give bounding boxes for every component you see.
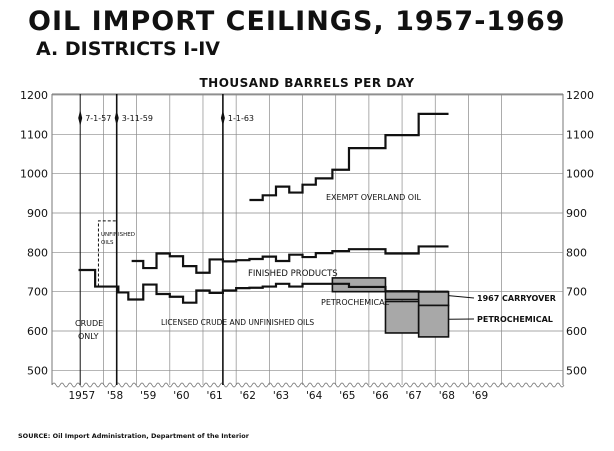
x-tick-label: '69	[472, 390, 488, 402]
shaded-carryover-1969	[417, 290, 450, 307]
shade-layer	[331, 277, 450, 338]
decree-marker-icon	[78, 110, 83, 126]
y-tick-label-right: 900	[566, 207, 587, 220]
y-tick-label-left: 1000	[20, 168, 48, 181]
annotation-unfinished-oils-2: OILS	[101, 240, 114, 246]
shaded-carryover-1968	[384, 290, 420, 301]
x-tick-label: '68	[439, 390, 455, 402]
x-tick-label: '62	[240, 390, 256, 402]
y-tick-label-left: 700	[27, 286, 48, 299]
x-tick-label: '63	[273, 390, 289, 402]
x-tick-label: '60	[173, 390, 189, 402]
annotation-unfinished-oils-1: UNFINISHED	[101, 232, 135, 238]
y-tick-label-right: 1200	[566, 89, 594, 102]
y-tick-label-right: 1000	[566, 168, 594, 181]
decree-marker-icon	[220, 110, 225, 126]
axis-break-baseline	[51, 382, 565, 388]
y-tick-label-right: 600	[566, 325, 587, 338]
x-tick-label: '66	[372, 390, 389, 402]
carryover-pointer	[448, 295, 475, 299]
annotation-layer: UNFINISHED OILS EXEMPT OVERLAND OIL FINI…	[75, 193, 556, 341]
y-tick-label-left: 800	[27, 246, 48, 259]
y-axis-label: THOUSAND BARRELS PER DAY	[199, 76, 415, 90]
series-unfinished-dashed	[97, 220, 118, 287]
y-tick-label-left: 1100	[20, 128, 48, 141]
y-tick-label-right: 800	[566, 246, 587, 259]
x-tick-label: '67	[406, 390, 422, 402]
annotation-finished-products: FINISHED PRODUCTS	[248, 269, 338, 279]
y-tick-label-left: 900	[27, 207, 48, 220]
decree-label: 3-11-59	[122, 114, 153, 123]
annotation-carryover: 1967 CARRYOVER	[477, 294, 556, 303]
y-tick-label-right: 500	[566, 364, 587, 377]
annotation-petrochemical-mid: PETROCHEMICAL	[321, 298, 390, 307]
x-tick-label: '58	[107, 390, 123, 402]
series-licensed	[78, 268, 449, 304]
decree-marker-icon	[114, 110, 119, 126]
annotation-exempt-overland: EXEMPT OVERLAND OIL	[326, 193, 421, 202]
x-tick-label: '65	[339, 390, 355, 402]
chart-title: OIL IMPORT CEILINGS, 1957-1969	[28, 6, 566, 37]
chart-subtitle: A. DISTRICTS I-IV	[36, 38, 221, 60]
y-tick-label-left: 1200	[20, 89, 48, 102]
y-tick-label-right: 700	[566, 286, 587, 299]
line-layer	[78, 94, 449, 385]
annotation-crude-only-2: ONLY	[78, 332, 99, 341]
tick-layer: 1200 1200 1100 1100 1000 1000 900 900 800 800 700 7…	[20, 89, 594, 402]
grid-layer	[51, 93, 565, 388]
annotation-petrochemical-right: PETROCHEMICAL	[477, 315, 553, 324]
decree-label: 1-1-63	[228, 114, 254, 123]
series-finished	[131, 245, 449, 274]
x-tick-label: '64	[306, 390, 323, 402]
x-tick-label: 1957	[68, 390, 95, 402]
y-tick-label-left: 600	[27, 325, 48, 338]
decree-label: 7-1-57	[85, 114, 111, 123]
source-note: SOURCE: Oil Import Administration, Depar…	[18, 432, 249, 440]
annotation-crude-only-1: CRUDE	[75, 319, 103, 328]
shaded-petrochemical-1969	[417, 304, 450, 338]
y-tick-label-right: 1100	[566, 128, 594, 141]
shaded-petrochemical-1968	[384, 300, 420, 334]
x-tick-label: '61	[206, 390, 222, 402]
series-overland	[249, 112, 449, 202]
annotation-licensed-crude: LICENSED CRUDE AND UNFINISHED OILS	[161, 318, 314, 327]
x-tick-label: '59	[140, 390, 156, 402]
y-tick-label-left: 500	[27, 364, 48, 377]
